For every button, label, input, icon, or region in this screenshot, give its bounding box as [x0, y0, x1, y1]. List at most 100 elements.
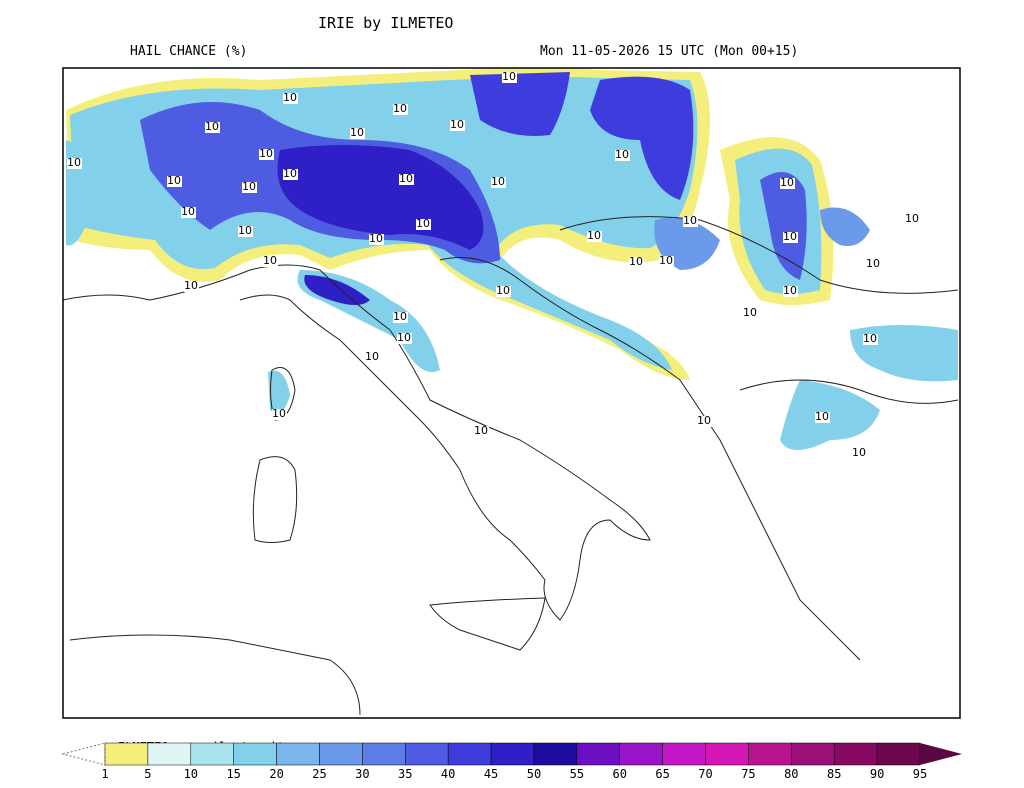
colorbar-swatch [405, 742, 449, 766]
contour-label-bg [416, 219, 431, 230]
contour-label-bg [283, 93, 298, 104]
colorbar-tick-label: 55 [570, 767, 584, 781]
colorbar-tick-label: 5 [144, 767, 151, 781]
contour-label: 10 [815, 410, 829, 423]
contour-label: 10 [283, 91, 297, 104]
colorbar-swatch [147, 742, 192, 766]
colorbar-swatch [662, 742, 706, 766]
contour-label-bg [263, 256, 278, 267]
contour-label-bg [683, 216, 698, 227]
contour-label-bg [365, 352, 380, 363]
contour-label-bg [783, 286, 798, 297]
coastlines [62, 216, 959, 716]
colorbar-swatch [276, 742, 320, 766]
contour-label-bg [181, 207, 196, 218]
contour-label: 10 [283, 167, 297, 180]
contour-label: 10 [397, 331, 411, 344]
contour-label: 10 [866, 257, 880, 270]
contour-label-bg [659, 256, 674, 267]
variable-label: HAIL CHANCE (%) [130, 44, 247, 59]
contour-label: 10 [450, 118, 464, 131]
contour-label-bg [783, 232, 798, 243]
colorbar: ILMETEO: www.ilmeteo.it 1510152025303540… [61, 740, 962, 781]
colorbar-swatch [319, 742, 363, 766]
colorbar-tick-label: 35 [398, 767, 412, 781]
title: IRIE by ILMETEO [318, 14, 453, 32]
colorbar-swatch [533, 742, 578, 766]
colorbar-swatch [447, 742, 492, 766]
colorbar-tick-label: 20 [269, 767, 283, 781]
contour-label-bg [259, 149, 274, 160]
contour-label: 10 [167, 174, 181, 187]
contour-label-bg [238, 226, 253, 237]
contour-label: 10 [905, 212, 919, 225]
contour-label-bg [369, 234, 384, 245]
contour-label-bg [205, 122, 220, 133]
map: 10 10 10 10 10 10 10 10 10 10 10 10 10 10 10 10 10 10 10 10… [62, 67, 961, 719]
contour-label: 10 [615, 148, 629, 161]
contour-label: 10 [416, 217, 430, 230]
contour-label: 10 [780, 176, 794, 189]
contour-label-bg [629, 257, 644, 268]
contour-label-bg [272, 409, 287, 420]
contour-label: 10 [242, 180, 256, 193]
contour-label: 10 [683, 214, 697, 227]
contour-label-bg [491, 177, 506, 188]
map-frame [62, 67, 961, 719]
contour-label-bg [502, 72, 517, 83]
contour-label: 10 [272, 407, 286, 420]
contour-label: 10 [263, 254, 277, 267]
contour-label-bg [283, 169, 298, 180]
colorbar-tick-label: 10 [184, 767, 198, 781]
contour-label: 10 [783, 230, 797, 243]
contour-label-bg [399, 174, 414, 185]
colorbar-tick-label: 1 [101, 767, 108, 781]
colorbar-swatch [705, 742, 749, 766]
contour-label: 10 [783, 284, 797, 297]
contour-label-bg [242, 182, 257, 193]
contour-label-bg [863, 334, 878, 345]
contour-label-bg [866, 259, 881, 270]
colorbar-swatch [362, 742, 406, 766]
colorbar-tick-label: 90 [870, 767, 884, 781]
colorbar-tick-label: 80 [784, 767, 798, 781]
colorbar-swatch [490, 742, 535, 766]
contour-label: 10 [496, 284, 510, 297]
contour-label: 10 [259, 147, 273, 160]
colorbar-swatch [576, 742, 620, 766]
colorbar-swatch [619, 742, 663, 766]
colorbar-tick-label: 45 [484, 767, 498, 781]
contour-label-bg [474, 426, 489, 437]
colorbar-tick-label: 30 [355, 767, 369, 781]
contour-label-bg [587, 231, 602, 242]
colorbar-tick-label: 25 [312, 767, 326, 781]
colorbar-under [61, 742, 106, 766]
contour-label-bg [743, 308, 758, 319]
contour-label-bg [167, 176, 182, 187]
contour-label: 10 [491, 175, 505, 188]
contour-label: 10 [393, 102, 407, 115]
contour-labels: 10 10 10 10 10 10 10 10 10 10 10 10 10 10 10 10 10 10 10 10… [67, 70, 920, 459]
hail-areas [66, 68, 958, 450]
contour-label: 10 [863, 332, 877, 345]
colorbar-tick-label: 50 [527, 767, 541, 781]
contour-label-bg [67, 158, 82, 169]
contour-label-bg [852, 448, 867, 459]
contour-label: 10 [474, 424, 488, 437]
contour-label: 10 [238, 224, 252, 237]
contour-label-bg [393, 312, 408, 323]
valid-time: Mon 11-05-2026 15 UTC (Mon 00+15) [540, 44, 798, 59]
contour-label-bg [393, 104, 408, 115]
contour-label: 10 [369, 232, 383, 245]
contour-label-bg [905, 214, 920, 225]
colorbar-swatch [190, 742, 234, 766]
colorbar-tick-label: 65 [655, 767, 669, 781]
contour-label: 10 [587, 229, 601, 242]
colorbar-tick-label: 40 [441, 767, 455, 781]
contour-label-bg [350, 128, 365, 139]
contour-label: 10 [350, 126, 364, 139]
contour-label-bg [496, 286, 511, 297]
colorbar-swatch [791, 742, 835, 766]
colorbar-tick-label: 60 [613, 767, 627, 781]
